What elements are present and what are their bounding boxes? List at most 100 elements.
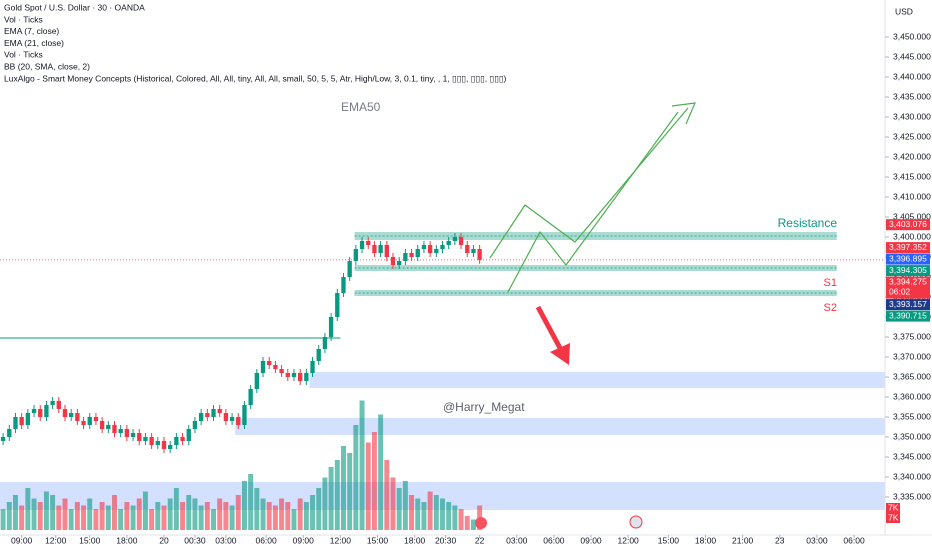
volume-bar bbox=[136, 498, 142, 530]
volume-bar bbox=[279, 498, 285, 530]
candle-body bbox=[149, 437, 154, 445]
x-tick-label: 20 bbox=[159, 535, 169, 545]
candle-body bbox=[279, 369, 284, 373]
y-tick-label: 3,340.000 bbox=[893, 471, 931, 481]
volume-bar bbox=[371, 432, 377, 530]
volume-bar bbox=[359, 400, 365, 530]
y-tick-label: 3,430.000 bbox=[893, 111, 931, 121]
volume-bar bbox=[81, 505, 87, 530]
x-tick-label: 20:30 bbox=[435, 535, 457, 545]
volume-bar bbox=[310, 495, 316, 530]
volume-bar bbox=[322, 477, 328, 530]
candle-body bbox=[452, 237, 458, 241]
watermark: @Harry_Megat bbox=[443, 400, 525, 414]
y-tick-label: 3,365.000 bbox=[893, 371, 931, 381]
volume-bar bbox=[285, 502, 291, 530]
price-label-box bbox=[886, 219, 930, 231]
volume-bar bbox=[186, 495, 192, 530]
volume-bar bbox=[93, 509, 99, 530]
candle-body bbox=[254, 373, 260, 389]
volume-bar bbox=[56, 505, 62, 530]
zone bbox=[309, 372, 885, 388]
y-tick-label: 3,415.000 bbox=[893, 171, 931, 181]
y-tick-label: 3,435.000 bbox=[893, 91, 931, 101]
candle-body bbox=[415, 249, 420, 257]
candle-body bbox=[291, 373, 297, 377]
volume-bar bbox=[378, 414, 384, 530]
candle-body bbox=[236, 417, 241, 425]
candle-body bbox=[0, 437, 6, 441]
candle-body bbox=[143, 437, 148, 441]
volume-bar bbox=[25, 488, 31, 530]
candle-body bbox=[477, 249, 482, 260]
volume-bar bbox=[347, 453, 353, 530]
candle-body bbox=[198, 413, 204, 421]
candle-body bbox=[205, 413, 210, 417]
y-tick-label: 3,360.000 bbox=[893, 391, 931, 401]
candle-body bbox=[81, 421, 86, 425]
price-label-box bbox=[886, 253, 930, 265]
volume-bar bbox=[62, 498, 68, 530]
event-icon bbox=[475, 517, 487, 529]
volume-label-box bbox=[886, 513, 900, 523]
candle-body bbox=[56, 401, 61, 409]
price-label-box bbox=[886, 242, 930, 254]
candle-body bbox=[50, 401, 55, 405]
price-label: 3,390.715 bbox=[889, 310, 927, 320]
candle-body bbox=[267, 361, 272, 365]
candle-body bbox=[458, 237, 464, 245]
volume-bar bbox=[272, 505, 278, 530]
volume-bar bbox=[334, 460, 340, 530]
candle-body bbox=[25, 413, 31, 425]
volume-bar bbox=[118, 509, 124, 530]
candle-body bbox=[347, 261, 352, 277]
candle-body bbox=[217, 409, 222, 413]
price-label: 3,394.305 bbox=[889, 265, 927, 275]
price-label-box bbox=[886, 310, 930, 322]
x-tick-label: 06:00 bbox=[543, 535, 565, 545]
candle-body bbox=[130, 433, 136, 437]
candle-body bbox=[366, 241, 371, 245]
candle-body bbox=[75, 413, 80, 421]
price-label-box bbox=[886, 276, 930, 299]
volume bbox=[0, 400, 483, 530]
candle-body bbox=[427, 245, 433, 253]
price-label: 3,394.275 bbox=[889, 276, 927, 286]
y-tick-label: 3,410.000 bbox=[893, 191, 931, 201]
volume-bar bbox=[390, 477, 396, 530]
candle-body bbox=[397, 261, 402, 265]
volume-bar bbox=[402, 481, 408, 530]
candle-body bbox=[168, 445, 173, 449]
volume-bar bbox=[365, 442, 371, 530]
candle-body bbox=[137, 433, 142, 441]
volume-bar bbox=[341, 446, 346, 530]
legend-line: Vol · Ticks bbox=[4, 50, 43, 60]
volume-bar bbox=[198, 505, 204, 530]
volume-bar bbox=[124, 502, 130, 530]
candle-body bbox=[440, 245, 445, 249]
y-tick-label: 3,355.000 bbox=[893, 411, 931, 421]
y-tick-label: 3,445.000 bbox=[893, 51, 931, 61]
legend-line: EMA (7, close) bbox=[4, 26, 59, 36]
volume-bar bbox=[50, 495, 56, 530]
volume-bar bbox=[211, 509, 216, 530]
volume-bar bbox=[74, 502, 80, 530]
x-tick-label: 06:00 bbox=[843, 535, 865, 545]
zones: Resistance S1 S2 bbox=[0, 216, 886, 510]
volume-bar bbox=[266, 502, 272, 530]
volume-bar bbox=[192, 498, 198, 530]
volume-bar bbox=[235, 495, 241, 530]
candle-body bbox=[118, 429, 123, 433]
candle-body bbox=[31, 409, 37, 413]
y-tick-label: 3,345.000 bbox=[893, 451, 931, 461]
volume-bar bbox=[37, 502, 43, 530]
volume-bar bbox=[254, 488, 260, 530]
candle-body bbox=[211, 409, 216, 417]
volume-bar bbox=[217, 498, 223, 530]
x-tick-label: 12:00 bbox=[330, 535, 352, 545]
volume-bar bbox=[464, 516, 470, 530]
x-tick-label: 18:00 bbox=[404, 535, 426, 545]
volume-bar bbox=[328, 467, 334, 530]
candle-body bbox=[69, 413, 74, 417]
bull-path bbox=[507, 111, 679, 293]
